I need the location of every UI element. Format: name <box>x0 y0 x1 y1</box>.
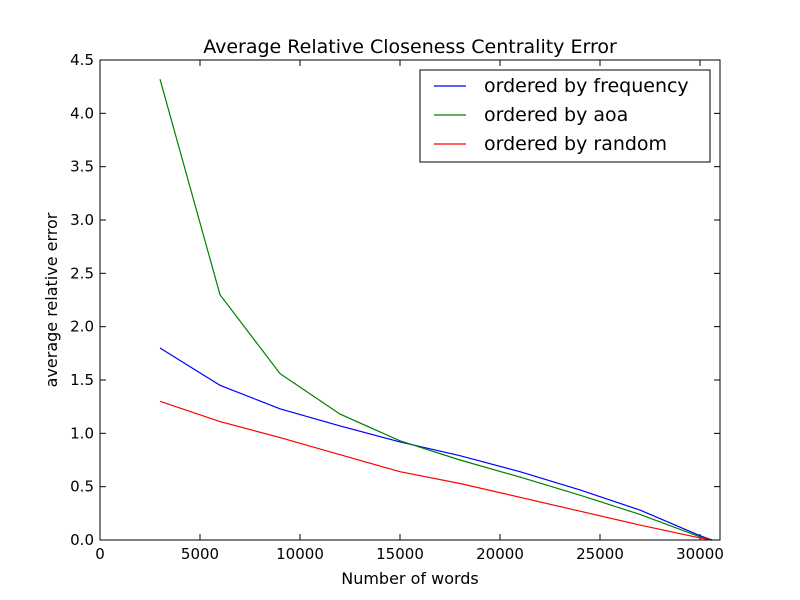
legend-label: ordered by aoa <box>484 104 628 126</box>
y-tick-label: 4.5 <box>70 51 94 69</box>
plot-frame <box>99 59 721 541</box>
legend-label: ordered by frequency <box>484 75 689 97</box>
y-tick-label: 1.5 <box>70 371 94 389</box>
series-line <box>159 347 713 541</box>
x-tick-label: 15000 <box>376 545 424 563</box>
x-tick-label: 0 <box>95 545 105 563</box>
y-tick-label: 3.5 <box>70 158 94 176</box>
legend-label: ordered by random <box>484 133 667 155</box>
y-tick-label: 0.5 <box>70 478 94 496</box>
series-line <box>159 400 713 541</box>
legend-box <box>419 69 711 163</box>
y-tick-label: 2.5 <box>70 264 94 282</box>
y-tick-label: 3.0 <box>70 211 94 229</box>
x-tick-label: 20000 <box>476 545 524 563</box>
x-tick-label: 10000 <box>276 545 324 563</box>
axis-ticks: 0 5000 10000 15000 20000 25000 30000 0.0 0.5 1.0 1… <box>70 51 724 563</box>
chart-title: Average Relative Closeness Centrality Er… <box>203 36 617 58</box>
y-tick-label: 0.0 <box>70 531 94 549</box>
y-tick-label: 2.0 <box>70 318 94 336</box>
x-tick-label: 25000 <box>576 545 624 563</box>
y-tick-label: 4.0 <box>70 104 94 122</box>
series-line <box>159 79 713 541</box>
data-lines <box>159 79 713 541</box>
x-axis-label: Number of words <box>341 569 479 588</box>
legend: ordered by frequency ordered by aoa ordere… <box>419 69 711 163</box>
x-tick-label: 5000 <box>181 545 219 563</box>
y-axis-label: average relative error <box>42 212 61 387</box>
x-tick-label: 30000 <box>676 545 724 563</box>
y-tick-label: 1.0 <box>70 424 94 442</box>
